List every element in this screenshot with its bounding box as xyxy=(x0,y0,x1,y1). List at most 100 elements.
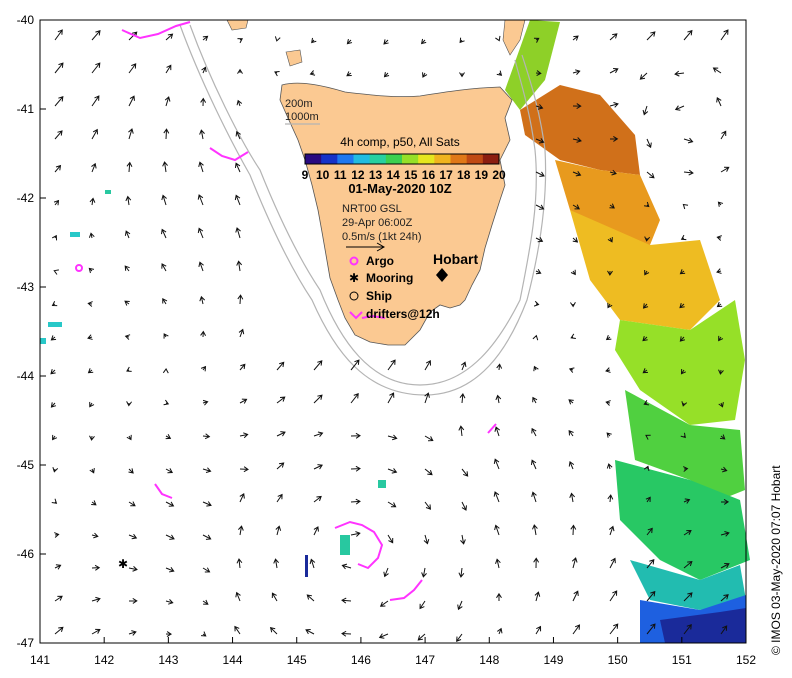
current-vector xyxy=(313,464,323,470)
current-vector xyxy=(239,398,248,404)
current-vector xyxy=(646,559,655,569)
y-tick-label: -43 xyxy=(17,280,35,294)
current-vector xyxy=(572,204,581,210)
current-vector xyxy=(572,35,579,41)
current-vector xyxy=(350,359,360,371)
current-vector xyxy=(644,201,650,208)
current-vector xyxy=(679,336,686,342)
current-vector xyxy=(683,169,694,176)
current-vector xyxy=(642,105,649,116)
current-vector xyxy=(236,558,243,569)
current-vector xyxy=(424,501,432,510)
current-vector xyxy=(163,128,170,140)
current-vector xyxy=(383,39,389,45)
current-vector xyxy=(271,592,278,602)
current-vector xyxy=(609,68,619,74)
current-vector xyxy=(162,298,168,305)
current-vector xyxy=(424,360,431,371)
current-vector xyxy=(50,335,57,341)
current-vector xyxy=(276,431,286,437)
argo-icon xyxy=(349,256,359,266)
current-vector xyxy=(461,501,467,511)
current-vector xyxy=(313,360,323,371)
current-vector xyxy=(51,234,58,241)
current-vector xyxy=(497,627,503,635)
current-vector xyxy=(53,199,60,206)
current-vector xyxy=(646,527,653,536)
current-vector xyxy=(605,400,611,406)
isobath-lines xyxy=(179,24,547,396)
current-vector xyxy=(457,600,463,611)
current-vector xyxy=(199,129,205,140)
colorbar-tick-label: 14 xyxy=(387,168,401,182)
current-vector xyxy=(202,433,211,440)
colorbar-segment xyxy=(305,154,322,164)
current-vector xyxy=(607,270,613,276)
y-tick-label: -42 xyxy=(17,191,35,205)
current-vector xyxy=(51,498,58,504)
current-vector xyxy=(679,302,685,309)
x-tick-label: 151 xyxy=(672,653,692,667)
colorbar-segment xyxy=(353,154,371,164)
current-vector xyxy=(87,334,93,340)
current-vector xyxy=(235,130,241,140)
current-vector xyxy=(87,301,93,307)
current-vector xyxy=(238,328,245,338)
current-vector xyxy=(128,95,135,107)
current-vector xyxy=(495,394,502,404)
y-tick-label: -44 xyxy=(17,369,35,383)
small-island-land xyxy=(285,49,303,67)
current-vector xyxy=(535,70,542,76)
current-vector xyxy=(645,434,651,440)
current-vector xyxy=(124,230,131,239)
current-vector xyxy=(51,301,58,307)
current-vector xyxy=(642,368,649,374)
current-vector xyxy=(199,295,206,305)
current-vector xyxy=(387,392,395,404)
current-vector xyxy=(720,562,730,569)
colorbar-tick-label: 17 xyxy=(439,168,453,182)
current-vector xyxy=(571,557,578,569)
current-vector xyxy=(720,594,729,602)
current-vector xyxy=(535,237,544,243)
drifter-tracks xyxy=(121,21,497,601)
current-vector xyxy=(608,525,615,536)
current-vector xyxy=(91,628,101,635)
current-vector xyxy=(387,434,398,441)
colorbar-tick-label: 12 xyxy=(351,168,365,182)
current-vector xyxy=(128,501,136,507)
legend-argo: Argo xyxy=(366,254,394,268)
current-vector xyxy=(535,625,542,635)
current-vector xyxy=(234,162,241,173)
colorbar-tick-label: 20 xyxy=(492,168,506,182)
current-vector xyxy=(124,265,130,272)
current-vector xyxy=(91,564,101,571)
current-vector xyxy=(718,335,724,342)
colorbar-segment xyxy=(337,154,354,164)
current-vector xyxy=(239,466,249,473)
current-vector xyxy=(202,399,209,406)
current-vector xyxy=(163,333,169,339)
current-vector xyxy=(305,628,315,635)
current-vector xyxy=(535,204,545,210)
current-vector xyxy=(274,71,280,77)
current-vector xyxy=(609,102,619,108)
current-vector xyxy=(88,267,95,274)
current-vector xyxy=(239,432,249,439)
current-vector xyxy=(235,591,241,602)
current-vector xyxy=(89,197,96,206)
current-vector xyxy=(88,232,95,239)
colorbar-tick-label: 19 xyxy=(475,168,489,182)
current-vector xyxy=(568,430,574,437)
drifter-track xyxy=(487,423,497,434)
current-vector xyxy=(387,534,394,544)
colorbar-segment xyxy=(402,154,419,164)
current-vector xyxy=(646,171,655,179)
current-vector xyxy=(609,33,618,41)
current-vector xyxy=(572,103,582,110)
current-vector xyxy=(417,633,426,641)
x-tick-label: 144 xyxy=(223,653,243,667)
current-vector xyxy=(91,128,98,140)
current-vector xyxy=(165,434,172,440)
legend-drifters: drifters@12h xyxy=(366,307,440,321)
